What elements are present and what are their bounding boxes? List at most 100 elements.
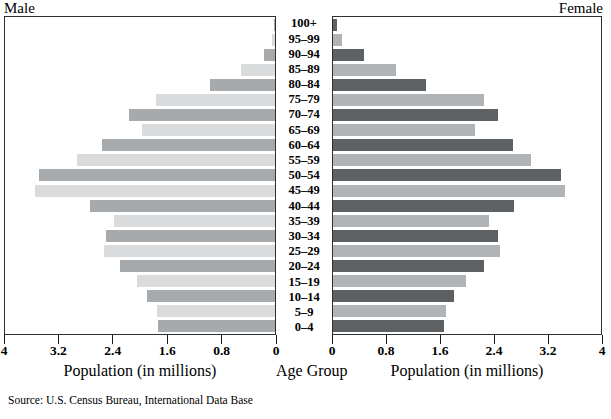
age-group-label: 30–34 bbox=[276, 229, 332, 244]
male-bar-row bbox=[5, 304, 275, 319]
male-bar bbox=[106, 230, 275, 242]
male-bar-row bbox=[5, 198, 275, 213]
axis-tick-label: 1.6 bbox=[159, 344, 176, 358]
female-axis-ticks: 00.81.62.43.24 bbox=[332, 335, 602, 360]
female-bar bbox=[333, 245, 500, 257]
male-bar bbox=[77, 154, 275, 166]
male-bar-row bbox=[5, 274, 275, 289]
age-group-label: 40–44 bbox=[276, 198, 332, 213]
male-bar bbox=[39, 169, 275, 181]
age-group-label: 60–64 bbox=[276, 138, 332, 153]
male-bar bbox=[129, 109, 275, 121]
female-bar bbox=[333, 185, 565, 197]
male-bar bbox=[35, 185, 275, 197]
male-bar-row bbox=[5, 289, 275, 304]
male-bar bbox=[157, 305, 275, 317]
age-group-label: 35–39 bbox=[276, 213, 332, 228]
female-bar bbox=[333, 169, 561, 181]
female-bar-row bbox=[333, 17, 601, 32]
male-bar-row bbox=[5, 183, 275, 198]
male-axis-ticks: 43.22.41.60.80 bbox=[4, 335, 276, 360]
female-bar bbox=[333, 320, 444, 332]
male-bar-row bbox=[5, 319, 275, 334]
population-pyramid-page: Male Female 100+95–9990–9485–8980–8475–7… bbox=[0, 0, 611, 419]
female-bar bbox=[333, 215, 489, 227]
female-bar-row bbox=[333, 138, 601, 153]
age-group-label: 55–59 bbox=[276, 153, 332, 168]
age-group-label: 45–49 bbox=[276, 183, 332, 198]
female-bar bbox=[333, 230, 498, 242]
female-bar-row bbox=[333, 304, 601, 319]
female-bar bbox=[333, 124, 475, 136]
male-title: Male bbox=[4, 1, 35, 16]
male-bar-row bbox=[5, 92, 275, 107]
axis-tick-label: 3.2 bbox=[50, 344, 67, 358]
male-bar bbox=[147, 290, 275, 302]
age-group-title: Age Group bbox=[276, 362, 332, 380]
female-title: Female bbox=[559, 1, 603, 16]
female-bar bbox=[333, 290, 454, 302]
female-bar-row bbox=[333, 228, 601, 243]
axis-tick-label: 1.6 bbox=[432, 344, 449, 358]
age-group-label: 15–19 bbox=[276, 274, 332, 289]
female-bar bbox=[333, 305, 446, 317]
female-bar bbox=[333, 49, 364, 61]
female-bar bbox=[333, 260, 484, 272]
female-bar bbox=[333, 19, 337, 31]
female-bar-row bbox=[333, 108, 601, 123]
age-group-label: 90–94 bbox=[276, 46, 332, 61]
male-bar bbox=[142, 124, 275, 136]
panel-titles: Male Female bbox=[4, 1, 603, 16]
male-bar-row bbox=[5, 47, 275, 62]
axis-tick-label: 0.8 bbox=[213, 344, 230, 358]
axis-titles: Population (in millions) Age Group Popul… bbox=[4, 362, 611, 380]
male-bar bbox=[272, 34, 275, 46]
axis-tick-label: 0.8 bbox=[378, 344, 395, 358]
male-bar bbox=[102, 139, 275, 151]
male-bar-row bbox=[5, 228, 275, 243]
female-bars-panel bbox=[332, 16, 602, 335]
male-bar-row bbox=[5, 32, 275, 47]
female-bar bbox=[333, 109, 498, 121]
age-group-label: 70–74 bbox=[276, 107, 332, 122]
male-bar bbox=[264, 49, 275, 61]
female-bar-row bbox=[333, 183, 601, 198]
pyramid-chart: 100+95–9990–9485–8980–8475–7970–7465–696… bbox=[4, 16, 611, 335]
female-bar bbox=[333, 34, 342, 46]
age-group-label: 85–89 bbox=[276, 62, 332, 77]
male-bar bbox=[90, 200, 275, 212]
age-group-label: 50–54 bbox=[276, 168, 332, 183]
female-bar-row bbox=[333, 198, 601, 213]
age-group-label: 10–14 bbox=[276, 289, 332, 304]
axis-tick-label: 4 bbox=[599, 344, 606, 358]
male-bar-row bbox=[5, 138, 275, 153]
male-bars-panel bbox=[4, 16, 276, 335]
male-bar bbox=[137, 275, 275, 287]
x-axes: 43.22.41.60.80 00.81.62.43.24 bbox=[4, 335, 611, 360]
age-group-label: 0–4 bbox=[276, 320, 332, 335]
male-bar bbox=[274, 19, 275, 31]
female-bar bbox=[333, 200, 514, 212]
female-bar-row bbox=[333, 62, 601, 77]
male-axis-title: Population (in millions) bbox=[4, 362, 276, 380]
male-bar bbox=[104, 245, 275, 257]
female-axis-title: Population (in millions) bbox=[332, 362, 602, 380]
male-bar-row bbox=[5, 213, 275, 228]
axis-gap bbox=[276, 335, 332, 360]
male-bar bbox=[120, 260, 275, 272]
male-bar-row bbox=[5, 108, 275, 123]
axis-tick-label: 3.2 bbox=[540, 344, 557, 358]
male-bar bbox=[114, 215, 275, 227]
female-bar-row bbox=[333, 47, 601, 62]
female-bar bbox=[333, 275, 466, 287]
female-bar bbox=[333, 79, 426, 91]
age-group-label: 65–69 bbox=[276, 122, 332, 137]
male-bar-row bbox=[5, 243, 275, 258]
male-bar bbox=[210, 79, 275, 91]
age-group-label: 5–9 bbox=[276, 305, 332, 320]
male-bar-row bbox=[5, 62, 275, 77]
axis-tick-label: 4 bbox=[1, 344, 8, 358]
male-bar-row bbox=[5, 77, 275, 92]
male-bar-row bbox=[5, 153, 275, 168]
axis-tick-label: 2.4 bbox=[104, 344, 121, 358]
